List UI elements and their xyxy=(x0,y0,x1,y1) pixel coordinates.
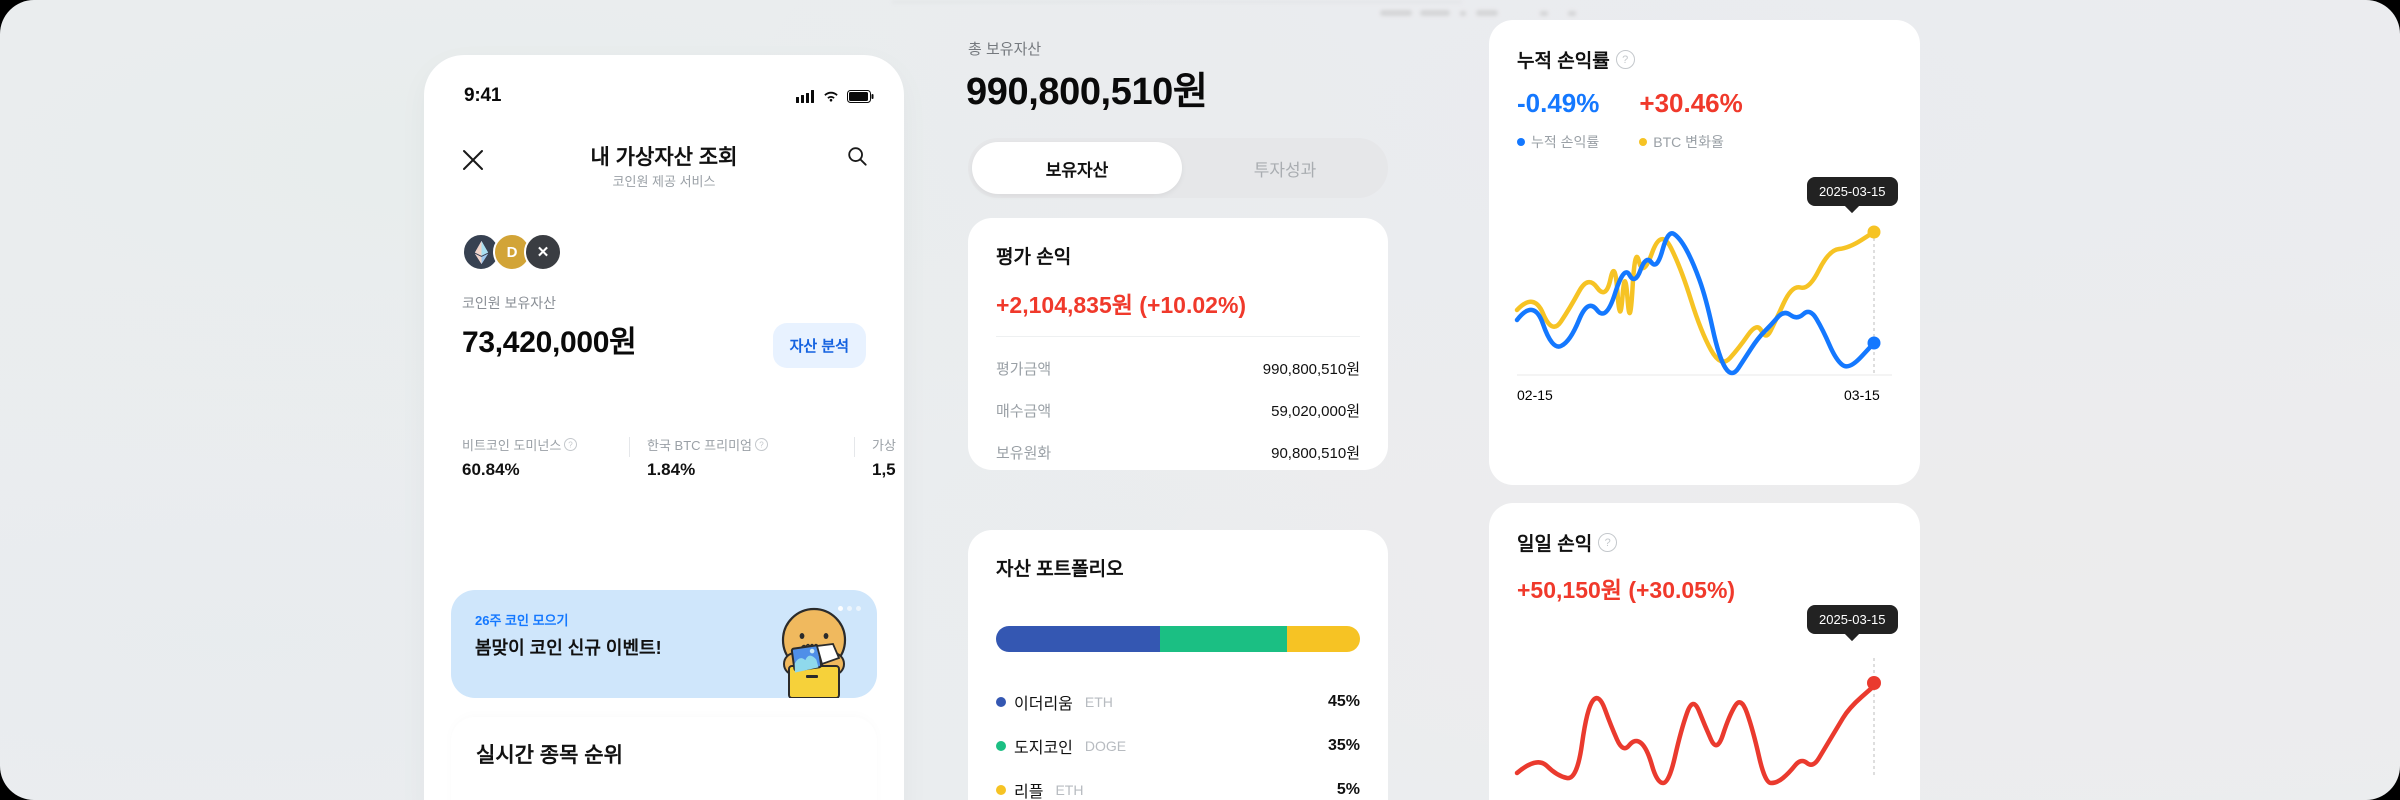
svg-text:?: ? xyxy=(569,441,574,450)
svg-text:02-15: 02-15 xyxy=(1517,387,1553,403)
svg-text:03-15: 03-15 xyxy=(1844,387,1880,403)
svg-text:?: ? xyxy=(759,441,764,450)
